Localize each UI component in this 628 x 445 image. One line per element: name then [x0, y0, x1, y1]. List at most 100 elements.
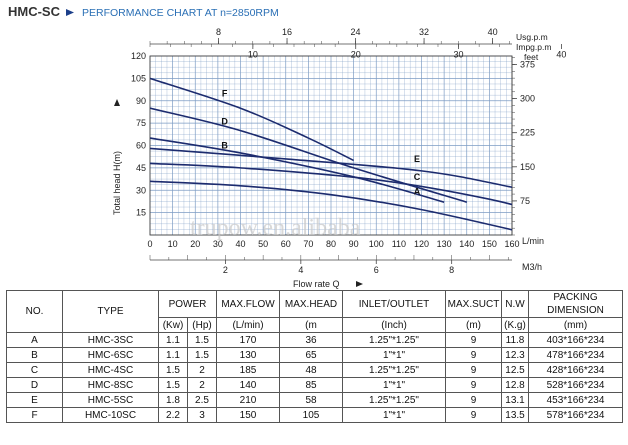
table-row: C HMC-4SC 1.5 2 185 48 1.25"*1.25" 9 12.5 428*166… [6, 362, 623, 378]
m3h-tick-label: 4 [298, 265, 303, 275]
series-label-f: F [222, 88, 228, 98]
chart-axes [149, 38, 562, 264]
model-title: HMC-SC [8, 4, 61, 19]
cell-max-suct: 9 [445, 362, 502, 378]
x-tick-label: 100 [369, 239, 384, 249]
unit-impgpm: Impg.p.m [516, 42, 551, 52]
x-tick-label: 120 [414, 239, 429, 249]
cell-type: HMC-4SC [62, 362, 159, 378]
cell-packing: 428*166*234 [528, 362, 623, 378]
cell-max-flow: 140 [216, 377, 280, 393]
x-tick-label: 80 [326, 239, 336, 249]
cell-inlet-outlet: 1.25"*1.25" [342, 362, 446, 378]
y-tick-label: 120 [131, 51, 146, 61]
right-tick-label: 150 [520, 162, 535, 172]
cell-type: HMC-8SC [62, 377, 159, 393]
m3h-tick-label: 8 [449, 265, 454, 275]
unit-m3h: M3/h [522, 262, 542, 272]
right-tick-label: 225 [520, 128, 535, 138]
usg-tick-label: 32 [419, 27, 429, 37]
series-line-c [150, 162, 512, 206]
cell-hp: 2.5 [187, 392, 217, 408]
cell-hp: 2 [187, 377, 217, 393]
chart-subtitle: PERFORMANCE CHART AT n=2850RPM [82, 7, 279, 19]
cell-max-flow: 170 [216, 332, 280, 348]
arrow-icon [66, 9, 74, 16]
unit-m2: (m) [445, 317, 502, 333]
x-tick-label: 10 [168, 239, 178, 249]
unit-kg: (K.g) [501, 317, 529, 333]
y-tick-label: 60 [136, 141, 146, 151]
m3h-tick-label: 2 [223, 265, 228, 275]
cell-no: B [6, 347, 63, 363]
unit-lmin-cell: (L/min) [216, 317, 280, 333]
right-tick-label: 375 [520, 60, 535, 70]
cell-max-head: 36 [279, 332, 343, 348]
header-type: TYPE [62, 290, 159, 333]
series-label-d: D [221, 117, 228, 127]
cell-kw: 1.5 [158, 377, 188, 393]
impg-tick-label: 20 [351, 49, 361, 59]
x-tick-label: 60 [281, 239, 291, 249]
performance-chart: HMC-SC PERFORMANCE CHART AT n=2850RPM 15… [8, 4, 566, 289]
cell-hp: 3 [187, 407, 217, 423]
cell-packing: 453*166*234 [528, 392, 623, 408]
cell-inlet-outlet: 1.25"*1.25" [342, 392, 446, 408]
cell-packing: 478*166*234 [528, 347, 623, 363]
cell-max-suct: 9 [445, 392, 502, 408]
x-axis-title: Flow rate Q [293, 279, 340, 289]
y-axis-title: Total head H(m) [112, 151, 122, 215]
usg-tick-label: 16 [282, 27, 292, 37]
series-label-e: E [414, 154, 420, 164]
cell-inlet-outlet: 1"*1" [342, 377, 446, 393]
impg-tick-label: 40 [556, 49, 566, 59]
y-tick-label: 105 [131, 73, 146, 83]
unit-inch: (Inch) [342, 317, 446, 333]
cell-nw: 12.5 [501, 362, 529, 378]
x-tick-label: 50 [258, 239, 268, 249]
series-label-a: A [414, 187, 421, 197]
y-tick-label: 30 [136, 185, 146, 195]
cell-inlet-outlet: 1"*1" [342, 407, 446, 423]
header-power: POWER [158, 290, 217, 318]
header-max-flow: MAX.FLOW [216, 290, 280, 318]
x-tick-label: 90 [349, 239, 359, 249]
header-max-suct: MAX.SUCT [445, 290, 502, 318]
x-tick-label: 110 [392, 239, 406, 249]
cell-type: HMC-3SC [62, 332, 159, 348]
cell-max-flow: 185 [216, 362, 280, 378]
series-line-d [150, 107, 467, 203]
cell-no: E [6, 392, 63, 408]
y-tick-label: 15 [136, 208, 146, 218]
cell-nw: 12.8 [501, 377, 529, 393]
unit-feet: feet [524, 52, 539, 62]
cell-kw: 1.1 [158, 347, 188, 363]
header-no: NO. [6, 290, 63, 333]
usg-tick-label: 40 [488, 27, 498, 37]
table-row: E HMC-5SC 1.8 2.5 210 58 1.25"*1.25" 9 13.1 453*1… [6, 392, 623, 408]
usg-tick-label: 24 [351, 27, 361, 37]
x-tick-label: 20 [190, 239, 200, 249]
table-row: D HMC-8SC 1.5 2 140 85 1"*1" 9 12.8 528*166*234 [6, 377, 623, 393]
cell-max-suct: 9 [445, 407, 502, 423]
cell-max-flow: 150 [216, 407, 280, 423]
header-packing: PACKING DIMENSION [528, 290, 623, 318]
cell-max-head: 58 [279, 392, 343, 408]
cell-max-head: 48 [279, 362, 343, 378]
x-axis-arrow-icon [356, 281, 363, 287]
cell-max-head: 105 [279, 407, 343, 423]
unit-hp: (Hp) [187, 317, 217, 333]
right-tick-label: 300 [520, 94, 535, 104]
cell-hp: 1.5 [187, 332, 217, 348]
x-tick-label: 0 [147, 239, 152, 249]
series-line-a [150, 180, 512, 231]
unit-usgpm: Usg.p.m [516, 32, 548, 42]
cell-inlet-outlet: 1.25"*1.25" [342, 332, 446, 348]
cell-kw: 1.8 [158, 392, 188, 408]
x-tick-label: 160 [504, 239, 519, 249]
impg-tick-label: 10 [248, 49, 258, 59]
cell-max-suct: 9 [445, 347, 502, 363]
cell-max-suct: 9 [445, 377, 502, 393]
unit-kw: (Kw) [158, 317, 188, 333]
chart-labels: 15 30 45 60 75 90 105 120 0 10 20 30 40 50 60 70 80 90 100… [131, 27, 566, 275]
